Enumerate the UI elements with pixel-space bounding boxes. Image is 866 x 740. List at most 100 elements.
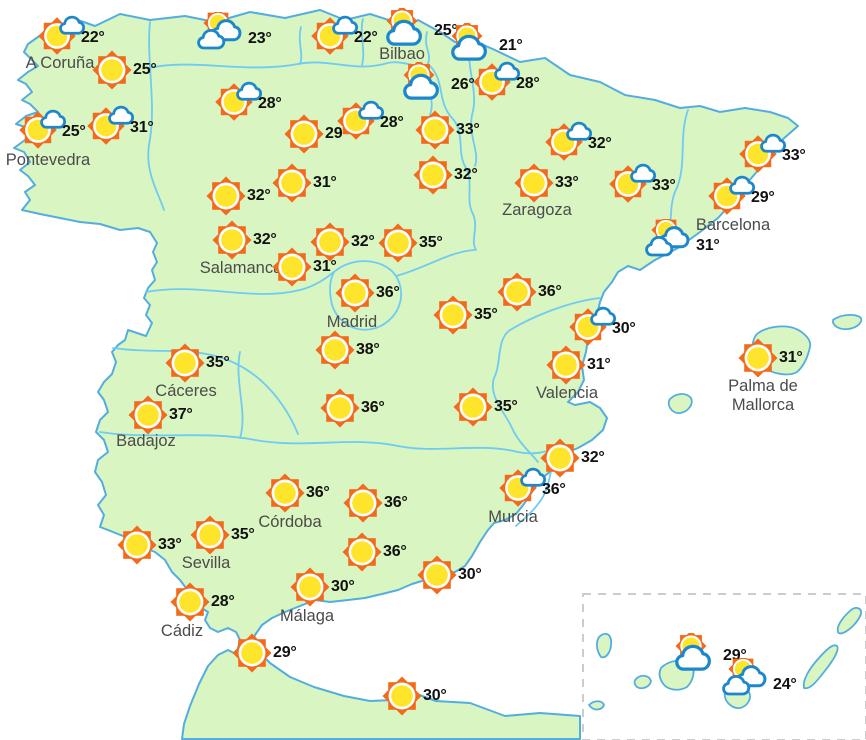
temperature-label: 32° <box>253 231 277 248</box>
temperature-label: 30° <box>331 578 355 595</box>
temperature-label: 37° <box>169 406 193 423</box>
sun-cloud-icon <box>569 306 617 346</box>
temperature-label: 25° <box>62 123 86 140</box>
temperature-label: 32° <box>247 187 271 204</box>
temperature-label: 36° <box>538 283 562 300</box>
sun-cloud-icon <box>19 109 67 149</box>
sun-icon <box>315 330 355 370</box>
city-label: Salamanca <box>199 259 283 277</box>
city-label: Pontevedra <box>5 151 91 169</box>
sun-cloud-icon <box>87 105 135 145</box>
temperature-label: 21° <box>499 37 523 54</box>
sun-icon <box>342 532 382 572</box>
sun-icon <box>514 163 554 203</box>
sun-cloud-icon <box>473 61 521 101</box>
city-label: Zaragoza <box>502 201 572 219</box>
sun-icon <box>284 114 324 154</box>
temperature-label: 36° <box>384 494 408 511</box>
sun-cloud-icon <box>545 121 593 161</box>
cloudy-icon <box>197 12 242 50</box>
sun-cloud-icon <box>499 467 547 507</box>
temperature-label: 22° <box>81 29 105 46</box>
sun-icon <box>165 343 205 383</box>
temperature-label: 32° <box>351 233 375 250</box>
temperature-label: 29° <box>273 644 297 661</box>
north-africa-coast <box>181 639 581 740</box>
temperature-label: 29° <box>751 189 775 206</box>
spain-mainland <box>13 9 799 656</box>
sun-icon <box>128 395 168 435</box>
temperature-label: 35° <box>231 526 255 543</box>
temperature-label: 35° <box>494 398 518 415</box>
mostly-cloudy-icon <box>451 23 487 61</box>
sun-icon <box>92 50 132 90</box>
temperature-label: 30° <box>458 566 482 583</box>
canary-inset <box>582 593 866 740</box>
temperature-label: 24° <box>773 676 797 693</box>
temperature-label: 28° <box>211 593 235 610</box>
temperature-label: 25° <box>133 61 157 78</box>
menorca-island <box>832 313 863 331</box>
temperature-label: 31° <box>313 258 337 275</box>
cloudy-icon <box>645 219 690 257</box>
temperature-label: 33° <box>456 121 480 138</box>
temperature-label: 33° <box>158 536 182 553</box>
city-label: Palma de Mallorca <box>728 377 798 414</box>
sun-cloud-icon <box>38 15 86 55</box>
sun-icon <box>497 272 537 312</box>
sun-icon <box>265 473 305 513</box>
temperature-label: 28° <box>258 95 282 112</box>
city-label: Murcia <box>488 508 538 526</box>
temperature-label: 30° <box>423 687 447 704</box>
sun-icon <box>290 567 330 607</box>
sun-icon <box>378 223 418 263</box>
sun-icon <box>320 388 360 428</box>
temperature-label: 28° <box>516 75 540 92</box>
mostly-cloudy-icon <box>386 8 422 46</box>
sun-icon <box>212 220 252 260</box>
temperature-label: 32° <box>588 135 612 152</box>
region-borders <box>99 18 689 527</box>
temperature-label: 33° <box>782 147 806 164</box>
temperature-label: 33° <box>652 177 676 194</box>
temperature-label: 31° <box>130 119 154 136</box>
city-label: Barcelona <box>695 216 771 234</box>
sun-cloud-icon <box>708 175 756 215</box>
temperature-label: 32° <box>581 449 605 466</box>
temperature-label: 35° <box>474 306 498 323</box>
city-label: Sevilla <box>181 554 231 572</box>
city-label: A Coruña <box>25 54 95 72</box>
temperature-label: 36° <box>542 481 566 498</box>
sun-icon <box>540 438 580 478</box>
sun-icon <box>232 633 272 673</box>
sun-icon <box>190 515 230 555</box>
temperature-label: 36° <box>361 399 385 416</box>
mostly-cloudy-icon <box>403 62 439 100</box>
sun-cloud-icon <box>609 163 657 203</box>
city-label: Valencia <box>535 384 599 402</box>
sun-icon <box>453 387 493 427</box>
temperature-label: 25° <box>434 22 458 39</box>
sun-cloud-icon <box>337 100 385 140</box>
temperature-label: 36° <box>376 284 400 301</box>
temperature-label: 28° <box>380 114 404 131</box>
city-label: Cáceres <box>155 382 217 400</box>
temperature-label: 23° <box>248 30 272 47</box>
city-label: Badajoz <box>116 432 176 450</box>
temperature-label: 31° <box>696 237 720 254</box>
city-label: Málaga <box>279 607 335 625</box>
sun-icon <box>117 525 157 565</box>
sun-icon <box>343 483 383 523</box>
sun-icon <box>382 676 422 716</box>
temperature-label: 32° <box>454 166 478 183</box>
city-label: Cádiz <box>160 622 204 640</box>
sun-icon <box>415 110 455 150</box>
temperature-label: 30° <box>612 320 636 337</box>
temperature-label: 31° <box>587 356 611 373</box>
sun-icon <box>272 163 312 203</box>
temperature-label: 22° <box>354 29 378 46</box>
sun-icon <box>546 345 586 385</box>
